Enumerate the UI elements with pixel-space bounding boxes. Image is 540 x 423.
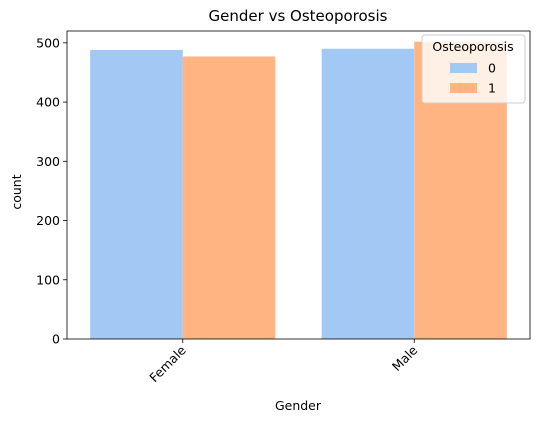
plot-frame: [66, 30, 531, 340]
legend: Osteoporosis 0 1: [421, 34, 526, 104]
x-tick-label-male: Male: [389, 342, 421, 374]
bar-female-1: [182, 56, 276, 339]
y-tick-label: 500: [36, 35, 60, 50]
legend-label-0: 0: [488, 61, 496, 76]
bar-male-0: [321, 48, 415, 340]
y-tick-label: 0: [52, 332, 60, 347]
y-axis-label: count: [9, 174, 24, 209]
legend-swatch-1: [450, 83, 477, 93]
y-tick-label: 300: [36, 154, 60, 169]
x-axis-label: Gender: [275, 398, 322, 413]
legend-swatch-0: [450, 63, 477, 73]
y-tick-label: 200: [36, 213, 60, 228]
legend-label-1: 1: [488, 81, 496, 96]
y-tick-label: 400: [36, 95, 60, 110]
x-tick-label-female: Female: [146, 342, 189, 385]
chart-title: Gender vs Osteoporosis: [209, 7, 388, 25]
bar-female-0: [90, 49, 183, 339]
y-tick-label: 100: [36, 272, 60, 287]
legend-title: Osteoporosis: [432, 39, 513, 54]
